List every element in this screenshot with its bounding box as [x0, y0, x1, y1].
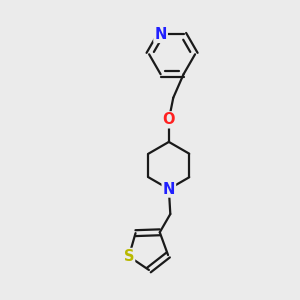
Text: S: S [124, 249, 134, 264]
Text: N: N [154, 27, 167, 42]
Text: N: N [163, 182, 175, 196]
Text: O: O [163, 112, 175, 127]
